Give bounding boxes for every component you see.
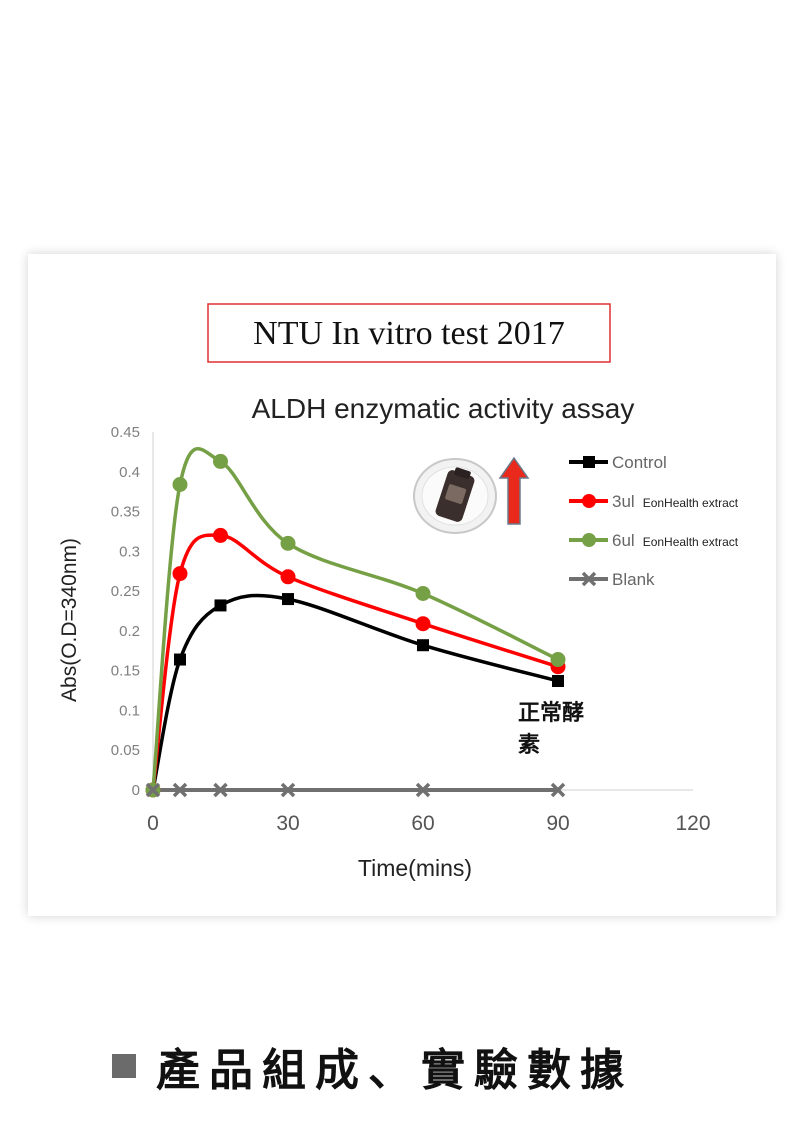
footer: 產品組成、實驗數據 <box>112 1036 633 1096</box>
data-point-6ul <box>415 585 431 601</box>
data-point-6ul <box>213 453 228 469</box>
legend-label-control: Control <box>612 453 667 472</box>
footer-title: 產品組成、實驗數據 <box>156 1045 633 1096</box>
series-line-control <box>151 593 559 791</box>
data-point-control <box>552 675 564 688</box>
y-axis-label: Abs(O.D=340nm) <box>58 538 81 702</box>
data-point-3ul <box>172 566 188 582</box>
y-tick-label: 0.45 <box>111 424 140 441</box>
y-tick-label: 0.2 <box>119 623 140 640</box>
legend-marker-3ul <box>582 494 596 508</box>
legend-label-blank: Blank <box>612 570 655 589</box>
data-point-blank <box>550 782 566 798</box>
series-line-6ul <box>151 447 559 791</box>
chart: NTU In vitro test 2017 ALDH enzymatic ac… <box>58 303 739 881</box>
data-point-6ul <box>550 652 566 668</box>
data-point-control <box>417 639 429 652</box>
caption-box <box>207 303 611 363</box>
data-point-control <box>282 593 294 606</box>
y-tick-label: 0.3 <box>119 543 140 560</box>
chart-card: NTU In vitro test 2017 ALDH enzymatic ac… <box>28 254 776 916</box>
y-tick-label: 0.05 <box>111 742 140 759</box>
data-point-control <box>214 599 227 612</box>
data-point-blank <box>172 782 188 798</box>
y-tick-label: 0.15 <box>111 663 140 680</box>
data-point-3ul <box>415 616 431 632</box>
product-bottle-icon <box>413 458 497 534</box>
x-tick-label: 60 <box>411 812 434 835</box>
data-point-control <box>174 653 186 666</box>
x-tick-label: 0 <box>147 812 159 835</box>
legend-label-3ul: 3ul EonHealth extract <box>612 492 739 511</box>
x-axis-label: Time(mins) <box>358 855 472 881</box>
y-tick-label: 0.1 <box>119 702 140 719</box>
square-bullet-icon <box>112 1054 136 1078</box>
data-point-blank <box>280 782 296 798</box>
legend-marker-control <box>583 456 595 468</box>
y-tick-label: 0.35 <box>111 504 140 521</box>
y-tick-label: 0 <box>132 782 140 799</box>
chart-title: ALDH enzymatic activity assay <box>252 393 635 424</box>
y-tick-label: 0.25 <box>111 583 140 600</box>
legend-marker-6ul <box>582 533 596 547</box>
up-arrow-icon <box>498 456 530 525</box>
data-point-6ul <box>172 477 188 493</box>
data-point-blank <box>145 782 161 798</box>
caption: NTU In vitro test 2017 <box>253 315 565 352</box>
legend-marker-blank <box>581 571 597 587</box>
annotation: 正常酵 素 <box>518 700 592 758</box>
data-point-3ul <box>213 527 228 543</box>
x-tick-label: 120 <box>675 812 710 835</box>
x-tick-label: 90 <box>546 812 569 835</box>
data-point-blank <box>415 782 431 798</box>
data-point-blank <box>213 782 228 798</box>
y-tick-label: 0.4 <box>119 464 140 481</box>
series-line-3ul <box>151 533 559 791</box>
legend-label-6ul: 6ul EonHealth extract <box>612 531 739 550</box>
data-point-3ul <box>280 569 296 585</box>
x-tick-label: 30 <box>276 812 299 835</box>
data-point-6ul <box>280 535 296 551</box>
